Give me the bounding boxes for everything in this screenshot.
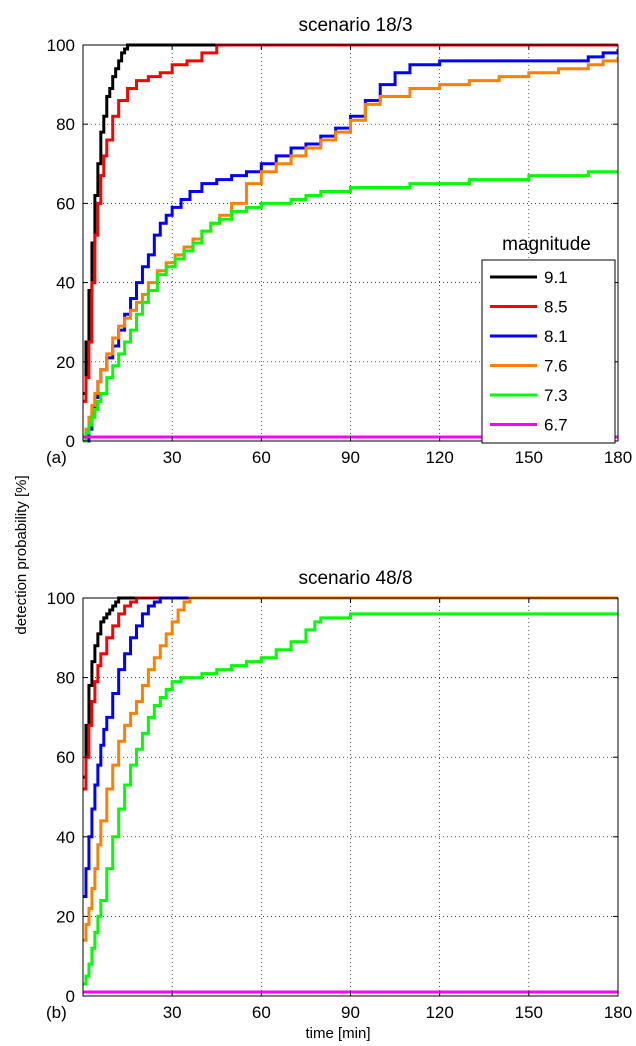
y-tick-label-a: 40: [56, 274, 75, 293]
x-tick-label-a: 150: [515, 448, 543, 467]
series-line-b-9-1: [83, 596, 618, 779]
panel-b: 30 60 90 120 150 180 0 20 40 60 80 100 scenario 48/8…: [46, 568, 632, 1022]
series-line-b-8-1: [83, 596, 618, 898]
series-line-a-7-3: [83, 170, 618, 443]
x-tick-label-a: 30: [163, 448, 182, 467]
series-line-b-7-6: [83, 596, 618, 942]
series-line-b-7-3: [83, 612, 618, 986]
panel-label-a: (a): [46, 448, 67, 467]
legend-label-8-1: 8.1: [544, 327, 568, 346]
y-tick-label-a: 80: [56, 115, 75, 134]
y-tick-label-b: 0: [66, 987, 75, 1006]
x-tick-label-a: 120: [425, 448, 453, 467]
legend-label-6-7: 6.7: [544, 416, 568, 435]
x-tick-label-a: 180: [604, 448, 632, 467]
chart-title-a: scenario 18/3: [298, 15, 412, 36]
x-tick-label-b: 60: [252, 1003, 271, 1022]
y-tick-label-a: 20: [56, 353, 75, 372]
series-line-b-8-5: [83, 596, 618, 791]
x-tick-label-b: 30: [163, 1003, 182, 1022]
panel-a: 30 60 90 120 150 180 0 20 40 60 80 100 scenario 18/3…: [46, 15, 632, 467]
x-tick-label-a: 90: [341, 448, 360, 467]
series-line-a-8-5: [83, 43, 618, 403]
y-tick-label-b: 100: [47, 589, 75, 608]
y-tick-label-b: 20: [56, 907, 75, 926]
x-tick-label-b: 180: [604, 1003, 632, 1022]
x-tick-label-a: 60: [252, 448, 271, 467]
y-tick-label-a: 100: [47, 36, 75, 55]
y-tick-label-b: 60: [56, 748, 75, 767]
y-tick-label-b: 40: [56, 828, 75, 847]
y-tick-label-a: 0: [66, 432, 75, 451]
legend-box: [481, 259, 616, 444]
legend-label-9-1: 9.1: [544, 268, 568, 287]
legend-label-8-5: 8.5: [544, 298, 568, 317]
legend-label-7-3: 7.3: [544, 386, 568, 405]
y-tick-label-a: 60: [56, 194, 75, 213]
legend-title: magnitude: [502, 234, 591, 255]
x-axis-label: time [min]: [305, 1025, 370, 1042]
y-axis-label: detection probability [%]: [13, 475, 30, 634]
chart-title-b: scenario 48/8: [298, 568, 412, 589]
x-tick-label-b: 150: [515, 1003, 543, 1022]
plot-area-b: [83, 598, 618, 996]
x-tick-label-b: 120: [425, 1003, 453, 1022]
series-line-a-9-1: [83, 43, 618, 395]
y-tick-label-b: 80: [56, 669, 75, 688]
x-tick-label-b: 90: [341, 1003, 360, 1022]
panel-label-b: (b): [46, 1003, 67, 1022]
legend-label-7-6: 7.6: [544, 357, 568, 376]
